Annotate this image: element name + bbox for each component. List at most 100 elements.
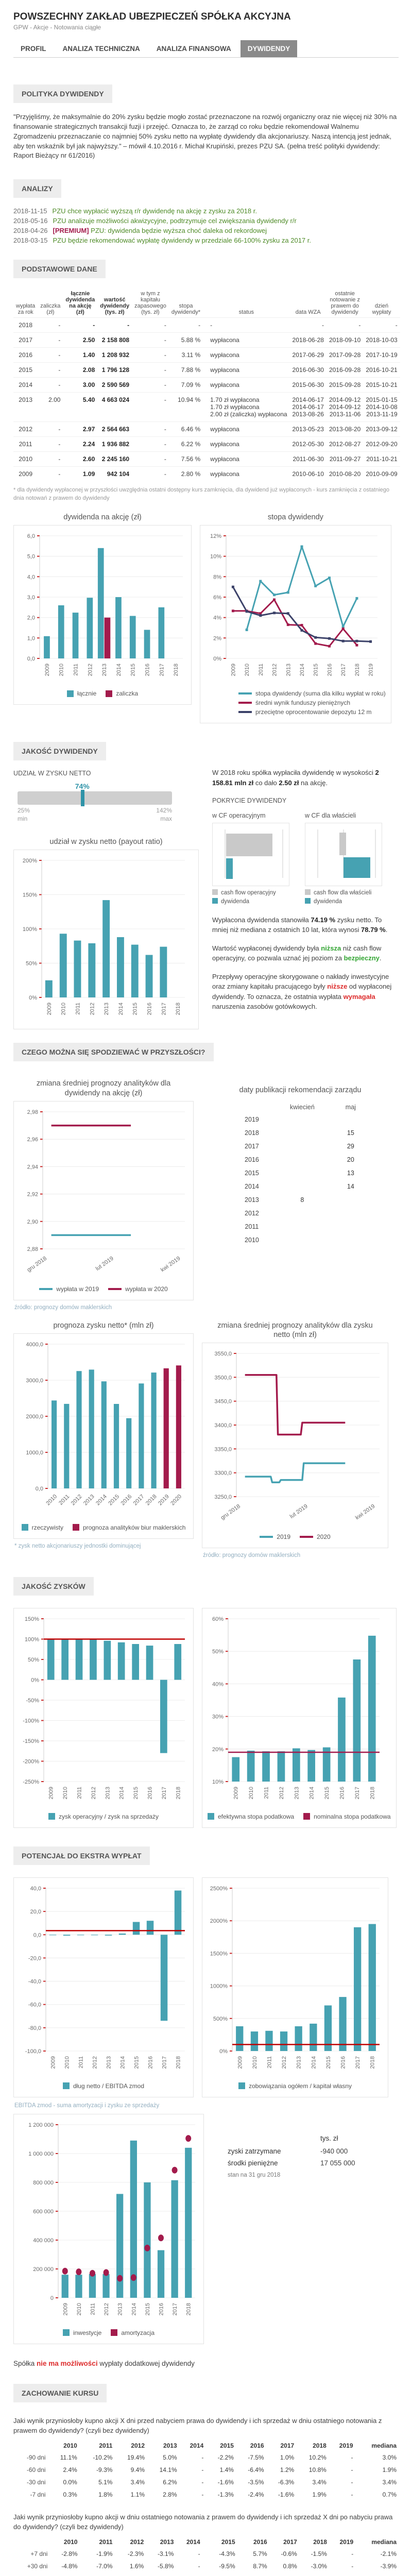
svg-text:2016: 2016	[327, 664, 333, 676]
svg-text:2010: 2010	[59, 664, 65, 676]
legend-swatch	[108, 1287, 122, 1290]
svg-text:2017: 2017	[162, 2056, 168, 2069]
svg-text:2011: 2011	[264, 1787, 270, 1799]
svg-text:60%: 60%	[212, 1616, 224, 1622]
svg-text:2020: 2020	[169, 1493, 183, 1506]
legend-swatch	[238, 711, 252, 714]
svg-text:1 000 000: 1 000 000	[28, 2151, 54, 2157]
svg-text:2017: 2017	[161, 1787, 167, 1799]
chart-inwestycje-amortyzacja: 0 200 000 400 000 600 000 800 000 1 000 000 1 …	[13, 2113, 204, 2344]
dividend-row-2017: 2017-2.50 2 158 808-5.88 % wypłacona 2018-0…	[13, 332, 400, 348]
svg-text:2013: 2013	[101, 664, 108, 676]
chart-title: zmiana średniej prognozy analityków dla …	[217, 1321, 373, 1339]
svg-text:2017: 2017	[159, 664, 165, 676]
chart-caption: źródło: prognozy domów maklerskich	[14, 1304, 112, 1311]
section-heading-zachowanie: ZACHOWANIE KURSU	[13, 2383, 107, 2402]
chart-legend: efektywna stopa podatkowa nominalna stopa…	[204, 1810, 394, 1824]
gauge-bar	[18, 790, 172, 807]
gauge-minmax: 25% min 142% max	[18, 807, 172, 823]
svg-text:100%: 100%	[25, 1636, 39, 1642]
analysis-link[interactable]: PZU chce wypłacić wyższą r/r dywidendę n…	[52, 207, 257, 215]
chart-panel: 0,0 1,0 2,0 3,0 4,0 5,0 6,0 2009 2010 2011 2012 201…	[13, 525, 192, 705]
analysis-link[interactable]: PZU analizuje możliwości akwizycyjne, po…	[53, 217, 297, 225]
legend-swatch	[39, 1287, 53, 1290]
legend-swatch	[238, 2082, 245, 2090]
legend-item: zaliczka	[106, 690, 138, 697]
pokrycie-cf-operacyjny: w CF operacyjnym cash flow operacyjny	[212, 811, 289, 907]
legend-item: efektywna stopa podatkowa	[208, 1813, 294, 1820]
tab-analiza-finansowa[interactable]: ANALIZA FINANSOWA	[156, 45, 231, 53]
svg-text:2015: 2015	[133, 1787, 139, 1799]
analysis-link[interactable]: [PREMIUM] PZU: dywidenda będzie wyższa c…	[53, 227, 267, 235]
dividend-row-2015: 2015-2.08 1 796 128-7.88 % wypłacona 2016-0…	[13, 362, 400, 378]
chart-zysk-operacyjny: 150% 100% 50% 0% -50% -100% -150% -200% -250% 200…	[13, 1607, 194, 1828]
svg-text:40%: 40%	[212, 1681, 224, 1687]
chart-panel: 2,88 2,90 2,92 2,94 2,96 2,98 gru 2018 lut 2019…	[13, 1100, 194, 1300]
col-header: łącznie dywidenda na akcję (zł)	[65, 291, 95, 316]
col-header: zaliczka (zł)	[40, 303, 61, 316]
svg-text:2013: 2013	[82, 1493, 96, 1506]
tab-analiza-techniczna[interactable]: ANALIZA TECHNICZNA	[62, 45, 140, 53]
zach-col-header: 2010	[63, 2442, 77, 2449]
zach-col-header: 2017	[283, 2538, 297, 2546]
svg-text:1 200 000: 1 200 000	[28, 2122, 54, 2128]
analysis-date: 2018-11-15	[13, 207, 47, 215]
svg-text:50%: 50%	[212, 1649, 224, 1655]
svg-text:2011: 2011	[267, 2056, 273, 2069]
svg-text:2009: 2009	[50, 2056, 57, 2069]
svg-text:2017: 2017	[355, 2056, 361, 2069]
cf-wlasciciele-legend: cash flow dla właścieli dywidenda	[305, 889, 382, 907]
legend-swatch	[62, 2329, 70, 2336]
svg-text:2009: 2009	[230, 664, 236, 676]
zach-col-header: 2014	[190, 2442, 204, 2449]
zach-row: -7 dni 0.3% 1.8% 1.1% 2.8% - -1.3% -2.4% -1.6% 1.…	[30, 2490, 397, 2498]
chart-prognoza-zysku: prognoza zysku netto* (mln zł) 0,0 1000,0 2…	[13, 1316, 194, 1549]
chart-plot: 40,0 20,0 0,0 -20,0 -40,0 -60,0 -80,0 -100,0 200…	[16, 1882, 191, 2079]
svg-text:2000%: 2000%	[210, 1918, 228, 1924]
section-heading-podstawowe: PODSTAWOWE DANE	[13, 260, 106, 279]
analysis-link[interactable]: PZU będzie rekomendować wypłatę dywidend…	[53, 236, 311, 245]
legend-swatch	[238, 692, 252, 695]
svg-text:12%: 12%	[210, 533, 221, 539]
zach-col-header: 2012	[130, 2538, 144, 2546]
svg-text:2014: 2014	[309, 1787, 315, 1799]
tab-dywidendy[interactable]: DYWIDENDY	[240, 40, 298, 57]
price-question-2: Jaki wynik przyniosłoby kupno akcji w dn…	[13, 2513, 393, 2531]
chart-zobowiazania-kapital: 0% 500% 1000% 1500% 2000% 2500% 2009 2010 2011 20…	[202, 1877, 388, 2097]
zach-col-header: 2018	[313, 2538, 327, 2546]
price-behavior-table-after: 2010 2011 2012 2013 2014 2015 2016 2017 2018 2019…	[13, 2536, 399, 2576]
svg-text:2%: 2%	[213, 635, 221, 641]
zach-col-header: 2019	[339, 2538, 354, 2546]
tab-profil[interactable]: PROFIL	[21, 45, 46, 53]
section-heading-jakosc-zyskow: JAKOŚĆ ZYSKÓW	[13, 1577, 94, 1596]
svg-text:500%: 500%	[213, 2016, 228, 2022]
zach-col-header: 2013	[160, 2538, 174, 2546]
analysis-item: 2018-11-15 PZU chce wypłacić wyższą r/r d…	[13, 207, 399, 215]
rekom-row-2017: 2017 29	[245, 1143, 354, 1150]
svg-text:2012: 2012	[70, 1493, 83, 1506]
svg-text:-60,0: -60,0	[28, 2002, 41, 2008]
rekomendacje-title: daty publikacji rekomendacji zarządu	[239, 1086, 362, 1095]
dividend-row-2014: 2014-3.00 2 590 569-7.09 % wypłacona 2015-0…	[13, 377, 400, 393]
svg-text:2018: 2018	[176, 2056, 182, 2069]
chart-plot: 0% 500% 1000% 1500% 2000% 2500% 2009 2010 2011 20…	[204, 1882, 386, 2079]
svg-text:600 000: 600 000	[33, 2209, 54, 2215]
tab-bar: PROFIL ANALIZA TECHNICZNA ANALIZA FINANSOW…	[13, 40, 399, 58]
chart-title: stopa dywidendy	[267, 513, 323, 521]
cf-operacyjny-legend: cash flow operacyjny dywidenda	[212, 889, 289, 907]
legend-swatch	[111, 2329, 118, 2336]
svg-text:2009: 2009	[46, 1003, 53, 1015]
col-header: ostatnie notowanie z prawem do dywidendy	[330, 291, 360, 316]
svg-text:2011: 2011	[58, 1493, 71, 1506]
svg-text:4,0: 4,0	[27, 574, 35, 580]
zach-col-header: 2017	[280, 2442, 295, 2449]
chart-plot: 0,0 1,0 2,0 3,0 4,0 5,0 6,0 2009 2010 2011 2012 201…	[16, 530, 189, 687]
col-header: wypłata za rok	[16, 303, 36, 316]
chart-legend: 2019 2020	[204, 1530, 386, 1545]
rekom-row-2013: 2013 8	[245, 1196, 304, 1204]
legend-swatch	[48, 1813, 55, 1820]
svg-text:-50%: -50%	[26, 1698, 39, 1704]
zach-col-header: 2015	[221, 2538, 235, 2546]
rekom-col-header: maj	[345, 1104, 356, 1111]
rekom-row-2014: 2014 14	[245, 1183, 354, 1191]
